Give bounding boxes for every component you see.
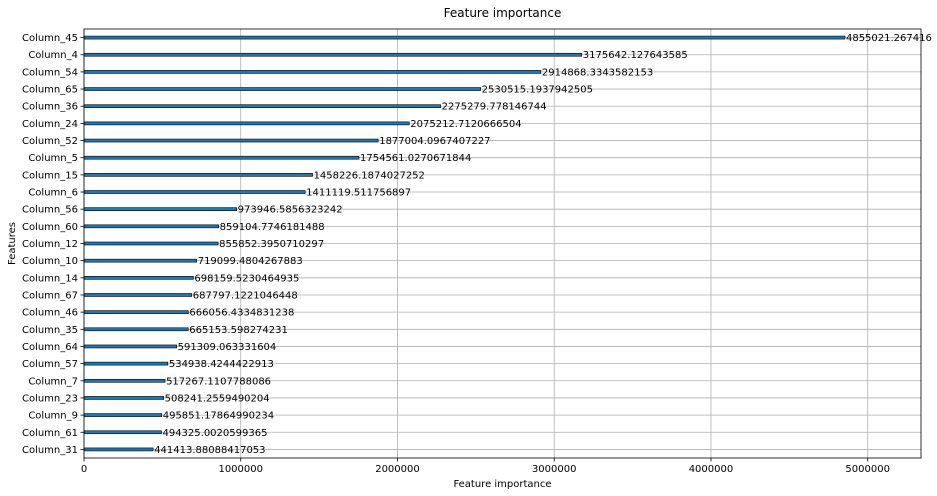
data-label: 441413.88088417053 xyxy=(154,445,265,456)
y-tick-label: Column_60 xyxy=(22,222,78,233)
bar xyxy=(83,87,481,91)
data-label: 2914868.3343582153 xyxy=(542,67,653,78)
x-tick-label: 4000000 xyxy=(689,464,734,475)
data-label: 1877004.0967407227 xyxy=(379,136,490,147)
y-tick-label: Column_52 xyxy=(22,136,78,147)
data-label: 855852.3950710297 xyxy=(219,239,324,250)
bar xyxy=(83,138,379,143)
bar xyxy=(83,173,313,177)
y-tick-label: Column_12 xyxy=(22,239,78,250)
bar xyxy=(83,310,189,314)
y-tick-label: Column_5 xyxy=(28,153,78,164)
data-label: 1411119.511756897 xyxy=(306,188,411,199)
bar xyxy=(83,190,306,194)
bar xyxy=(83,52,583,57)
data-label: 517267.1107788086 xyxy=(166,376,271,387)
y-tick-label: Column_24 xyxy=(22,119,78,130)
y-tick-label: Column_65 xyxy=(22,85,78,96)
data-label: 666056.4334831238 xyxy=(189,308,294,319)
bar xyxy=(83,276,194,280)
bar xyxy=(83,344,177,349)
data-label: 3175642.127643585 xyxy=(583,50,688,61)
bar xyxy=(83,224,219,229)
y-tick-label: Column_36 xyxy=(22,102,78,113)
bar xyxy=(83,447,154,452)
y-tick-label: Column_35 xyxy=(22,325,78,336)
data-label: 2075212.7120666504 xyxy=(410,119,521,130)
y-tick-label: Column_23 xyxy=(22,393,78,404)
bar xyxy=(83,430,162,435)
data-label: 508241.2559490204 xyxy=(165,393,270,404)
x-tick-label: 2000000 xyxy=(375,464,420,475)
bar xyxy=(83,104,441,109)
bar xyxy=(83,258,198,263)
x-axis-label: Feature importance xyxy=(453,479,551,490)
bar xyxy=(83,121,410,126)
y-tick-label: Column_46 xyxy=(22,308,78,319)
data-labels-layer: 4855021.267416 3175642.127643585 2914868.3… xyxy=(154,33,932,456)
y-tick-labels-layer: Column_45 Column_4 Column_54 Column_65 Colum… xyxy=(22,33,84,456)
x-tick-label: 1000000 xyxy=(218,464,263,475)
bar xyxy=(83,35,846,40)
data-label: 687797.1221046448 xyxy=(193,290,298,301)
data-label: 591309.063331604 xyxy=(178,342,277,353)
y-tick-label: Column_61 xyxy=(22,428,78,439)
data-label: 1458226.1874027252 xyxy=(314,170,425,181)
y-tick-label: Column_54 xyxy=(22,67,78,78)
data-label: 494325.0020599365 xyxy=(162,428,267,439)
y-tick-label: Column_10 xyxy=(22,256,78,267)
y-tick-label: Column_7 xyxy=(28,376,78,387)
bar xyxy=(83,396,164,400)
data-label: 719099.4804267883 xyxy=(198,256,303,267)
bar xyxy=(83,70,542,74)
bar xyxy=(83,293,193,297)
y-tick-label: Column_45 xyxy=(22,33,78,44)
bar xyxy=(83,378,166,383)
data-label: 2530515.1937942505 xyxy=(482,85,593,96)
y-tick-label: Column_6 xyxy=(28,188,78,199)
data-label: 665153.598274231 xyxy=(189,325,288,336)
data-label: 2275279.778146744 xyxy=(442,102,547,113)
data-label: 698159.5230464935 xyxy=(194,273,299,284)
y-tick-label: Column_64 xyxy=(22,342,78,353)
y-tick-label: Column_9 xyxy=(28,411,78,422)
y-tick-label: Column_15 xyxy=(22,170,78,181)
data-label: 534938.4244422913 xyxy=(169,359,274,370)
x-tick-labels-layer: 0 1000000 2000000 3000000 4000000 5000000 xyxy=(81,458,890,475)
bar xyxy=(83,327,189,332)
bar xyxy=(83,413,163,417)
data-label: 859104.7746181488 xyxy=(220,222,325,233)
x-tick-label: 3000000 xyxy=(532,464,577,475)
data-label: 973946.5856323242 xyxy=(238,205,343,216)
x-tick-label: 0 xyxy=(81,464,87,475)
y-tick-label: Column_56 xyxy=(22,205,78,216)
bar xyxy=(83,241,219,246)
x-tick-label: 5000000 xyxy=(845,464,890,475)
bar xyxy=(83,155,360,160)
chart-title: Feature importance xyxy=(444,6,562,20)
y-tick-label: Column_57 xyxy=(22,359,78,370)
bar xyxy=(83,207,237,211)
y-tick-label: Column_4 xyxy=(28,50,78,61)
data-label: 1754561.0270671844 xyxy=(360,153,471,164)
y-axis-label: Features xyxy=(7,222,18,265)
y-tick-label: Column_31 xyxy=(22,445,78,456)
bars-layer xyxy=(83,35,846,452)
y-tick-label: Column_67 xyxy=(22,290,78,301)
data-label: 495851.17864990234 xyxy=(163,411,274,422)
y-tick-label: Column_14 xyxy=(22,273,78,284)
bar xyxy=(83,361,169,366)
plot-frame xyxy=(83,28,922,459)
data-label: 4855021.267416 xyxy=(846,33,932,44)
